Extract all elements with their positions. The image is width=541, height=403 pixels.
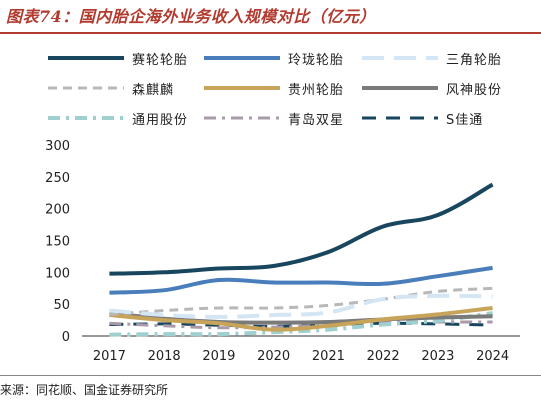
legend-item: 通用股份 xyxy=(46,108,188,128)
legend-item: 青岛双星 xyxy=(202,108,344,128)
legend-item: S佳通 xyxy=(360,108,483,128)
series-line-6 xyxy=(109,311,493,337)
legend-swatch xyxy=(204,116,280,120)
legend-label: 森麒麟 xyxy=(132,82,175,98)
y-tick-label: 150 xyxy=(45,235,70,250)
legend-item: 森麒麟 xyxy=(46,78,174,98)
legend-swatch xyxy=(204,86,280,90)
legend-swatch xyxy=(48,56,124,60)
y-tick-label: 0 xyxy=(62,330,70,345)
x-tick-label: 2024 xyxy=(476,349,509,364)
legend-label: 赛轮轮胎 xyxy=(132,52,189,68)
legend-label: 风神股份 xyxy=(446,82,503,98)
x-tick-label: 2023 xyxy=(421,349,454,364)
series-line-4 xyxy=(109,306,493,332)
series-line-8 xyxy=(109,321,493,328)
series-line-1 xyxy=(109,265,493,295)
legend-label: 贵州轮胎 xyxy=(288,82,345,98)
y-tick-label: 250 xyxy=(45,171,70,186)
legend-item: 玲珑轮胎 xyxy=(202,48,344,68)
legend-label: 通用股份 xyxy=(132,112,189,128)
x-tick-label: 2020 xyxy=(257,349,290,364)
series-line-0 xyxy=(109,182,494,276)
legend-swatch xyxy=(48,86,124,90)
chart-source: 来源：同花顺、国金证券研究所 xyxy=(0,383,169,397)
legend-label: 三角轮胎 xyxy=(446,52,503,68)
legend-item: 风神股份 xyxy=(360,78,502,98)
series-line-2 xyxy=(109,293,493,319)
legend-item: 贵州轮胎 xyxy=(202,78,344,98)
y-tick-label: 300 xyxy=(45,139,70,154)
legend-label: S佳通 xyxy=(446,112,484,128)
chart-title: 图表74：国内胎企海外业务收入规模对比（亿元） xyxy=(6,7,376,26)
chart-legend: 赛轮轮胎 玲珑轮胎 三角轮胎森麒麟 贵州轮胎 风神股份通用股份 青岛双星 S佳通 xyxy=(0,0,541,140)
x-tick-label: 2018 xyxy=(148,349,181,364)
legend-swatch xyxy=(362,56,438,60)
legend-swatch xyxy=(48,116,124,120)
series-line-3 xyxy=(109,286,493,316)
legend-swatch xyxy=(362,86,438,90)
x-tick-label: 2019 xyxy=(202,349,235,364)
y-tick-label: 200 xyxy=(45,203,70,218)
legend-swatch xyxy=(204,56,280,60)
legend-label: 青岛双星 xyxy=(288,112,345,128)
title-divider xyxy=(0,32,541,34)
x-tick-label: 2022 xyxy=(367,349,400,364)
x-tick-label: 2021 xyxy=(312,349,345,364)
legend-item: 三角轮胎 xyxy=(360,48,502,68)
legend-item: 赛轮轮胎 xyxy=(46,48,188,68)
legend-swatch xyxy=(362,116,438,120)
y-tick-label: 100 xyxy=(45,266,70,281)
y-tick-label: 50 xyxy=(53,298,70,313)
legend-label: 玲珑轮胎 xyxy=(288,52,345,68)
x-tick-label: 2017 xyxy=(93,349,126,364)
source-divider xyxy=(0,375,541,376)
line-chart: 0 50 100 150 200 250 300 2017 2018 2019 2020 2021 20… xyxy=(45,139,520,364)
